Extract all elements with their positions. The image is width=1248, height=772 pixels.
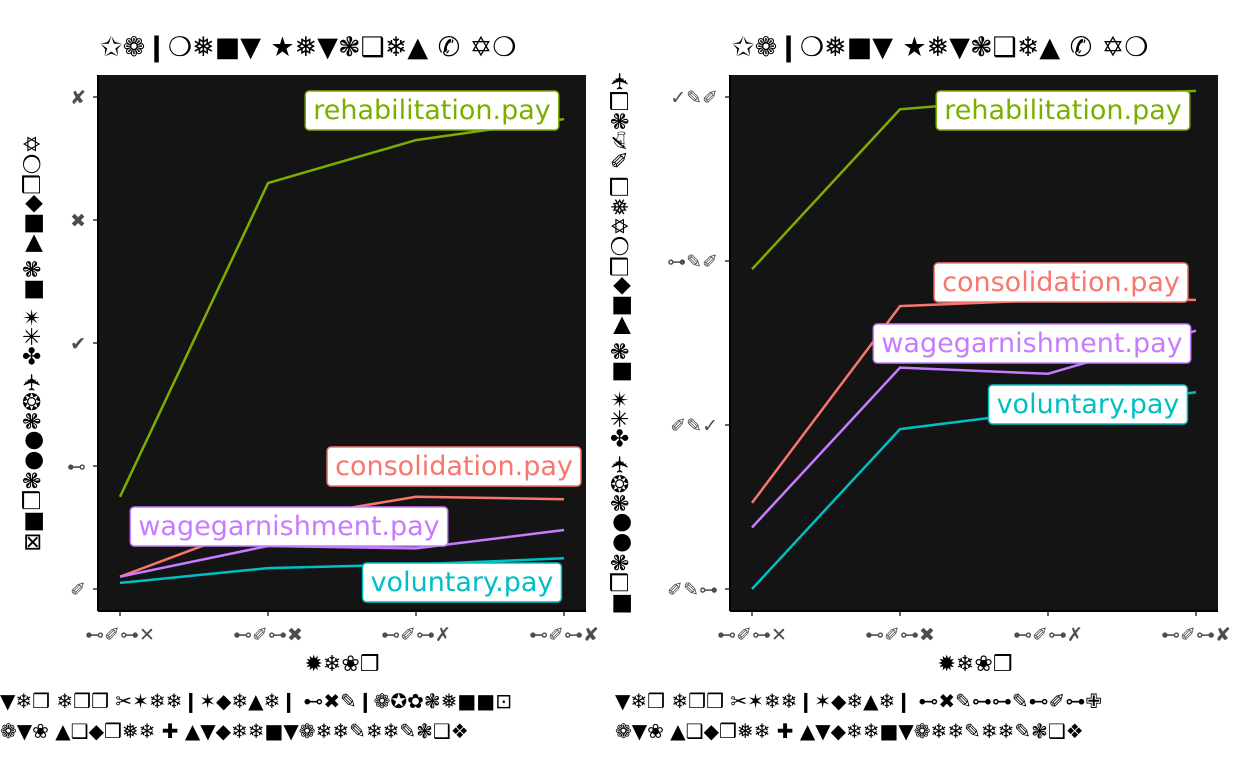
series-label-rehabilitation-pay: rehabilitation.pay [313,95,551,126]
y-tick-label: ⊷ [67,456,86,478]
series-label-box [326,446,582,487]
series-line-wagegarnishment-pay [119,528,565,578]
caption-line: ▼❄❒ ❄❒❒ ✂✶❄❄❙✶◆❄▲❄❙ ⊷✖✎❙❁✪✿❃❅■■⊡ [0,689,512,713]
caption-line: ❁▼❀ ▲❑◆❒❅❄ ✚ ▲▼◆❄❄■▼❁❄❄✎❄❄✎❃❑❖ [615,719,1084,743]
series-label-rehabilitation-pay: rehabilitation.pay [944,95,1182,126]
y-tick-label: ✓✎✐ [670,87,718,109]
x-axis-label: ✹❄❀❒ [304,652,379,677]
x-tick-label: ⊷✐⊶✗ [381,624,451,646]
series-label-box [935,90,1191,131]
y-tick-label: ✐✎✓ [670,415,718,437]
series-label-box [361,562,563,603]
series-label-consolidation-pay: consolidation.pay [942,267,1180,298]
caption-line: ▼❄❒ ❄❒❒ ✂✶❄❄❙✶◆❄▲❄❙ ⊷✖✎⊶⊶✎⊷✐⊶✙ [615,689,1102,713]
panel-title: ✩❁❙❍❅■▼ ★❅▼❃❑❄▲ ✆ ✡❍ [100,32,516,63]
x-tick-label: ⊷✐⊶✖ [233,624,303,646]
series-label-consolidation-pay: consolidation.pay [335,451,573,482]
series-label-box [987,384,1189,425]
x-tick-label: ⊷✐⊶✕ [85,624,155,646]
y-axis-label: ⊠■❒❃●●❃❂✈ ✤✳✴ ■❃ ▶■◆❒❍✡ [20,134,46,551]
series-label-voluntary-pay: voluntary.pay [997,389,1180,420]
y-tick-label: ⊶✎✐ [667,251,718,273]
series-label-voluntary-pay: voluntary.pay [371,567,554,598]
x-tick-label: ⊷✐⊶✕ [717,624,787,646]
series-label-wagegarnishment-pay: wagegarnishment.pay [881,328,1182,359]
x-tick-label: ⊷✐⊶✘ [529,624,599,646]
x-tick-label: ⊷✐⊶✗ [1013,624,1083,646]
series-label-box [933,262,1189,303]
y-tick-label: ✐ [70,579,86,601]
y-tick-label: ✔ [70,333,86,355]
series-label-box [872,323,1192,364]
x-tick-label: ⊷✐⊶✘ [1161,624,1231,646]
x-tick-label: ⊷✐⊶✖ [865,624,935,646]
y-axis-label: ■❒❃●●❃❂✈ ✤✳✴ ■❃ ▶■◆❒❍✡❅❒ ✎✍❃❒✈ [608,72,634,615]
series-line-voluntary-pay [119,557,565,585]
y-tick-label: ✘ [70,87,86,109]
series-label-box [129,506,449,547]
y-tick-label: ✐✎⊶ [667,579,718,601]
y-tick-label: ✖ [70,210,86,232]
series-label-wagegarnishment-pay: wagegarnishment.pay [138,511,439,542]
series-label-box [304,90,560,131]
panel-title: ✩❁❙❍❅■▼ ★❅▼❃❑❄▲ ✆ ✡❍ [732,32,1148,63]
x-axis-label: ✹❄❀❒ [937,652,1012,677]
caption-line: ❁▼❀ ▲❑◆❒❅❄ ✚ ▲▼◆❄❄■▼❁❄❄✎❄❄✎❃❑❖ [0,719,469,743]
